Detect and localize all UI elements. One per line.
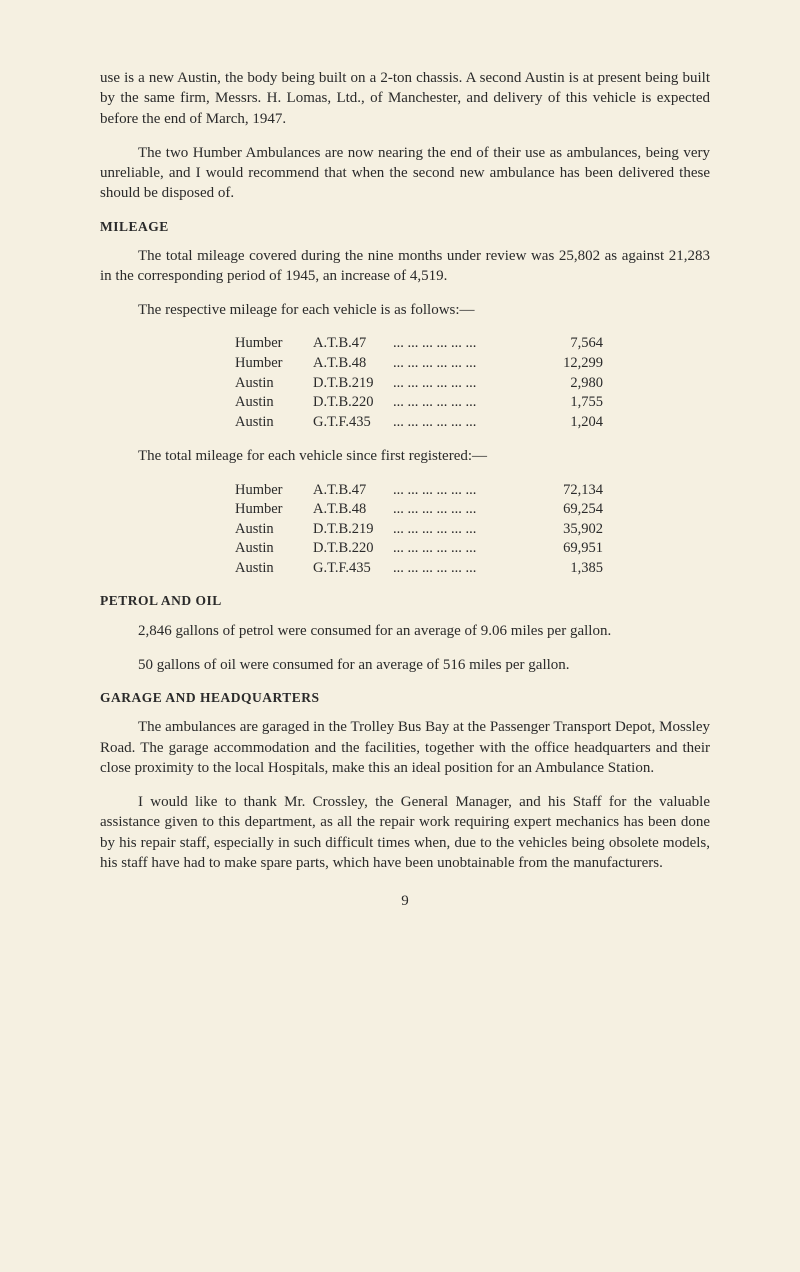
mileage-row: AustinD.T.B.219... ... ... ... ... ...2,… [235,374,710,394]
mileage-row: AustinD.T.B.220... ... ... ... ... ...69… [235,539,710,559]
heading-petrol: PETROL AND OIL [100,592,710,610]
paragraph-2: The two Humber Ambulances are now nearin… [100,143,710,204]
mileage-value: 12,299 [543,354,603,374]
mileage-dots: ... ... ... ... ... ... [393,559,543,579]
mileage-model: A.T.B.47 [313,334,393,354]
mileage-dots: ... ... ... ... ... ... [393,539,543,559]
heading-garage: GARAGE AND HEADQUARTERS [100,689,710,707]
mileage-value: 2,980 [543,374,603,394]
paragraph-4: The respective mileage for each vehicle … [100,300,710,320]
mileage-vehicle: Humber [235,334,313,354]
mileage-vehicle: Austin [235,539,313,559]
mileage-vehicle: Austin [235,559,313,579]
mileage-vehicle: Austin [235,520,313,540]
paragraph-1: use is a new Austin, the body being buil… [100,68,710,129]
paragraph-6: 2,846 gallons of petrol were consumed fo… [100,621,710,641]
mileage-model: A.T.B.48 [313,354,393,374]
mileage-dots: ... ... ... ... ... ... [393,354,543,374]
mileage-model: G.T.F.435 [313,413,393,433]
mileage-vehicle: Humber [235,481,313,501]
mileage-dots: ... ... ... ... ... ... [393,374,543,394]
paragraph-3: The total mileage covered during the nin… [100,246,710,287]
mileage-dots: ... ... ... ... ... ... [393,481,543,501]
paragraph-7: 50 gallons of oil were consumed for an a… [100,655,710,675]
mileage-dots: ... ... ... ... ... ... [393,393,543,413]
mileage-row: AustinG.T.F.435... ... ... ... ... ...1,… [235,559,710,579]
mileage-row: HumberA.T.B.48... ... ... ... ... ...69,… [235,500,710,520]
mileage-row: AustinG.T.F.435... ... ... ... ... ...1,… [235,413,710,433]
mileage-value: 1,385 [543,559,603,579]
page-number: 9 [100,891,710,911]
mileage-value: 69,951 [543,539,603,559]
mileage-model: A.T.B.48 [313,500,393,520]
mileage-model: D.T.B.219 [313,374,393,394]
mileage-value: 69,254 [543,500,603,520]
mileage-model: D.T.B.220 [313,539,393,559]
paragraph-9: I would like to thank Mr. Crossley, the … [100,792,710,873]
mileage-row: AustinD.T.B.219... ... ... ... ... ...35… [235,520,710,540]
mileage-row: HumberA.T.B.48... ... ... ... ... ...12,… [235,354,710,374]
mileage-value: 7,564 [543,334,603,354]
paragraph-8: The ambulances are garaged in the Trolle… [100,717,710,778]
mileage-dots: ... ... ... ... ... ... [393,413,543,433]
mileage-table-1: HumberA.T.B.47... ... ... ... ... ...7,5… [235,334,710,432]
mileage-row: HumberA.T.B.47... ... ... ... ... ...72,… [235,481,710,501]
mileage-row: AustinD.T.B.220... ... ... ... ... ...1,… [235,393,710,413]
mileage-value: 1,755 [543,393,603,413]
mileage-dots: ... ... ... ... ... ... [393,520,543,540]
mileage-dots: ... ... ... ... ... ... [393,500,543,520]
mileage-model: G.T.F.435 [313,559,393,579]
heading-mileage: MILEAGE [100,218,710,236]
mileage-row: HumberA.T.B.47... ... ... ... ... ...7,5… [235,334,710,354]
mileage-model: D.T.B.219 [313,520,393,540]
mileage-dots: ... ... ... ... ... ... [393,334,543,354]
mileage-vehicle: Humber [235,354,313,374]
mileage-value: 35,902 [543,520,603,540]
mileage-model: A.T.B.47 [313,481,393,501]
mileage-vehicle: Humber [235,500,313,520]
mileage-vehicle: Austin [235,393,313,413]
mileage-model: D.T.B.220 [313,393,393,413]
mileage-table-2: HumberA.T.B.47... ... ... ... ... ...72,… [235,481,710,579]
mileage-value: 72,134 [543,481,603,501]
mileage-vehicle: Austin [235,413,313,433]
mileage-value: 1,204 [543,413,603,433]
mileage-vehicle: Austin [235,374,313,394]
paragraph-5: The total mileage for each vehicle since… [100,446,710,466]
